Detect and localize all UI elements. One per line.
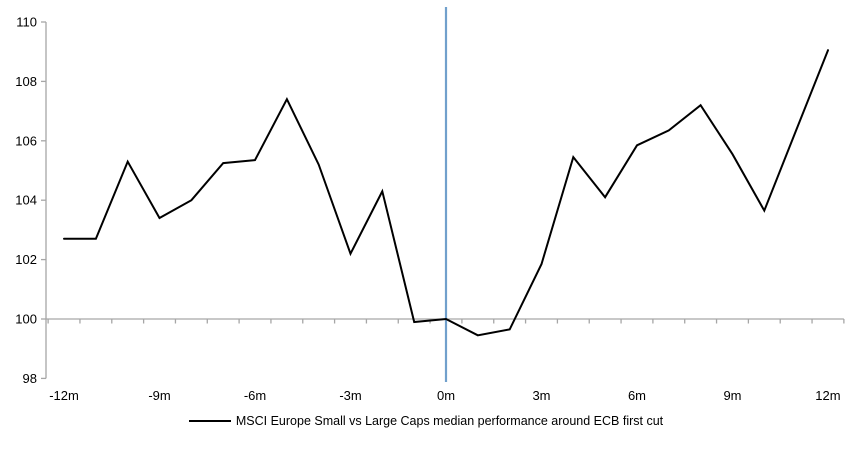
y-tick-label: 100 bbox=[15, 312, 37, 327]
y-tick-label: 106 bbox=[15, 133, 37, 148]
x-tick-label: 9m bbox=[723, 388, 741, 403]
legend: MSCI Europe Small vs Large Caps median p… bbox=[0, 414, 852, 428]
x-tick-label: -3m bbox=[339, 388, 361, 403]
x-tick-label: 12m bbox=[815, 388, 840, 403]
y-tick-label: 110 bbox=[16, 15, 37, 30]
x-tick-label: -6m bbox=[244, 388, 266, 403]
x-tick-label: 3m bbox=[532, 388, 550, 403]
x-tick-label: 0m bbox=[437, 388, 455, 403]
y-tick-label: 108 bbox=[15, 74, 37, 89]
x-tick-label: -9m bbox=[148, 388, 170, 403]
x-tick-label: 6m bbox=[628, 388, 646, 403]
x-tick-label: -12m bbox=[49, 388, 79, 403]
legend-series-label: MSCI Europe Small vs Large Caps median p… bbox=[235, 414, 664, 428]
y-tick-label: 102 bbox=[15, 252, 37, 267]
legend-line-swatch bbox=[188, 420, 231, 422]
data-line bbox=[63, 49, 829, 337]
y-tick-label: 98 bbox=[23, 371, 37, 386]
y-tick-label: 104 bbox=[15, 193, 37, 208]
